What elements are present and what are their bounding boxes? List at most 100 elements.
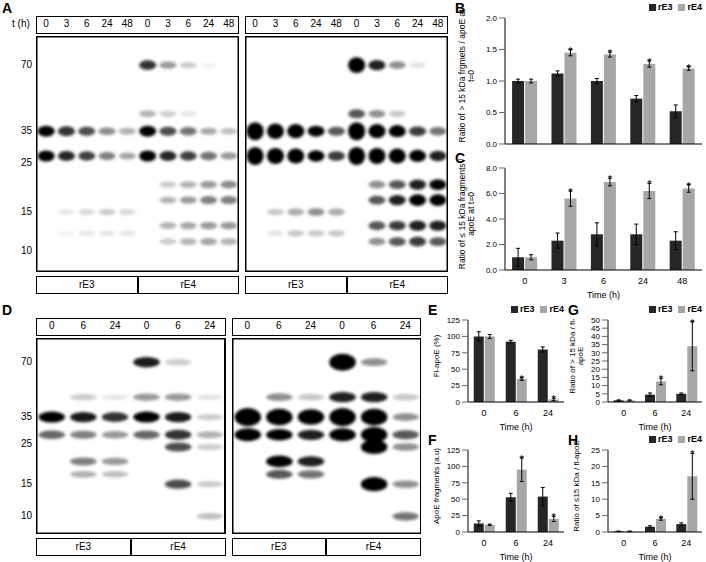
svg-text:*: * [659,513,664,525]
html-text:24: 24 [101,18,113,29]
svg-text:6: 6 [513,538,518,548]
svg-text:6: 6 [513,408,518,418]
svg-text:Time (h): Time (h) [638,552,671,562]
svg-text:0.5: 0.5 [486,108,498,117]
svg-text:48: 48 [677,276,687,286]
svg-text:0: 0 [621,408,626,418]
svg-text:75: 75 [451,349,460,358]
html-text:15: 15 [20,206,32,217]
svg-text:0: 0 [596,398,601,407]
svg-text:0: 0 [596,528,601,537]
svg-text:2.0: 2.0 [486,14,498,23]
svg-text:100: 100 [447,332,461,341]
svg-text:*: * [608,47,613,59]
svg-text:25: 25 [591,446,600,455]
svg-text:20: 20 [591,462,600,471]
svg-text:50: 50 [591,316,600,325]
html-text:70: 70 [20,356,32,368]
svg-text:75: 75 [451,479,460,488]
svg-text:*: * [647,178,652,190]
svg-text:15: 15 [591,373,600,382]
svg-text:0: 0 [481,538,486,548]
svg-text:0.0: 0.0 [486,266,498,275]
html-text:35: 35 [20,125,32,137]
svg-text:*: * [687,180,692,192]
svg-text:Time (h): Time (h) [587,290,620,300]
svg-text:35: 35 [591,340,600,349]
html-text:25: 25 [20,437,32,449]
svg-text:Time (h): Time (h) [638,422,671,432]
svg-text:*: * [520,373,525,385]
svg-text:25: 25 [451,511,460,520]
html-text:t (h): t (h) [12,18,30,29]
svg-text:5: 5 [596,511,601,520]
html-text:10: 10 [20,244,32,256]
svg-text:*: * [687,62,692,74]
html-text:rE3: rE3 [79,279,95,290]
svg-text:6.0: 6.0 [486,189,498,198]
svg-text:*: * [608,173,613,185]
svg-text:30: 30 [591,349,600,358]
svg-text:3: 3 [562,276,567,286]
svg-text:10: 10 [591,381,600,390]
html-text:10: 10 [20,510,32,522]
svg-text:0: 0 [481,408,486,418]
svg-text:24: 24 [681,538,691,548]
svg-text:100: 100 [447,462,461,471]
svg-text:*: * [520,453,525,465]
svg-text:*: * [568,186,573,198]
svg-text:6: 6 [652,538,657,548]
html-text:24: 24 [310,18,322,29]
html-text:Ratio of > 15 kDa / fl-apoE: Ratio of > 15 kDa / fl-apoE [567,318,585,394]
html-text:24: 24 [203,18,215,29]
html-text:15: 15 [20,478,32,490]
svg-text:*: * [690,448,695,460]
svg-text:15: 15 [591,479,600,488]
svg-text:6: 6 [652,408,657,418]
svg-text:24: 24 [543,538,553,548]
svg-text:5: 5 [596,390,601,399]
html-text:A: A [2,0,13,16]
html-text:25: 25 [20,157,32,169]
svg-text:0.0: 0.0 [486,140,498,149]
svg-text:25: 25 [451,381,460,390]
svg-text:24: 24 [681,408,691,418]
svg-text:*: * [690,317,695,329]
svg-text:*: * [568,45,573,57]
html-text:35: 35 [20,411,32,423]
svg-text:0: 0 [621,538,626,548]
svg-text:24: 24 [543,408,553,418]
html-text:Ratio of ≤ 15 kDa fragments /: Ratio of ≤ 15 kDa fragments / apoE at t=… [457,158,476,270]
svg-text:125: 125 [447,446,461,455]
svg-text:0: 0 [522,276,527,286]
svg-text:4.0: 4.0 [486,215,498,224]
svg-text:1.5: 1.5 [486,45,498,54]
svg-text:*: * [552,511,557,523]
svg-text:0: 0 [456,398,461,407]
svg-text:10: 10 [591,495,600,504]
svg-text:Time (h): Time (h) [499,552,532,562]
svg-text:2.0: 2.0 [486,240,498,249]
html-text:48: 48 [121,18,133,29]
svg-text:*: * [659,373,664,385]
html-text:rE4: rE4 [180,279,196,290]
svg-text:24: 24 [638,276,648,286]
svg-text:*: * [647,56,652,68]
svg-text:1.0: 1.0 [486,77,498,86]
svg-text:25: 25 [591,357,600,366]
html-text:48: 48 [330,18,342,29]
svg-text:*: * [552,393,557,405]
svg-text:50: 50 [451,495,460,504]
html-text:70: 70 [20,59,32,71]
html-text:Ratio of > 15 kDa frgmets / ap: Ratio of > 15 kDa frgmets / apoE at t=0 [457,9,476,143]
svg-text:45: 45 [591,324,600,333]
svg-text:50: 50 [451,365,460,374]
svg-text:125: 125 [447,316,461,325]
svg-text:40: 40 [591,332,600,341]
svg-text:20: 20 [591,365,600,374]
html-text:48: 48 [223,18,235,29]
svg-text:8.0: 8.0 [486,164,498,173]
svg-text:0: 0 [456,528,461,537]
svg-text:6: 6 [601,276,606,286]
svg-text:Time (h): Time (h) [499,422,532,432]
